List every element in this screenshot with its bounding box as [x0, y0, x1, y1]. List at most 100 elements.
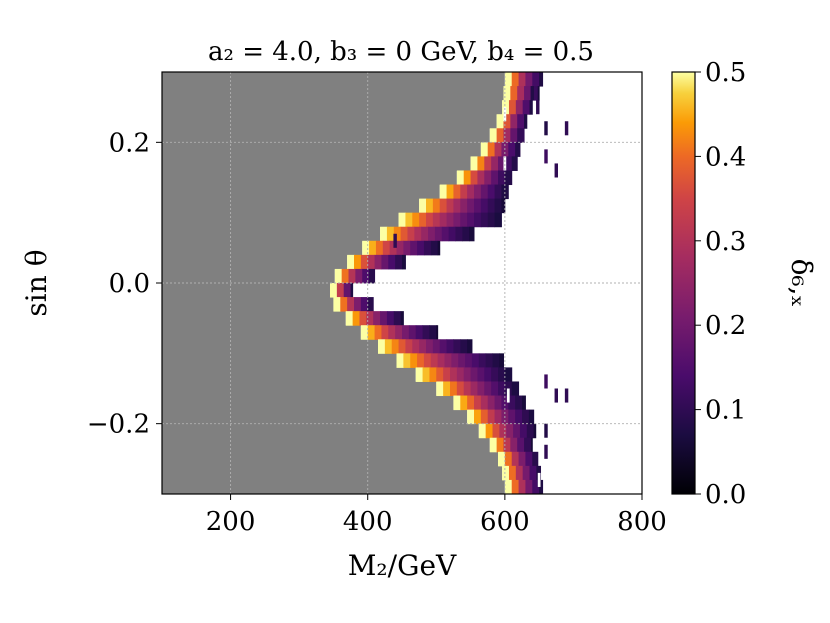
- heatmap-cell: [508, 409, 516, 425]
- heatmap-cell: [474, 395, 482, 411]
- heatmap-cell: [451, 353, 459, 368]
- heatmap-cell: [367, 325, 376, 340]
- heatmap-cell: [511, 72, 520, 87]
- heatmap-cell: [485, 353, 494, 368]
- heatmap-cell: [494, 142, 502, 157]
- heatmap-cell: [354, 254, 362, 270]
- heatmap-cell: [432, 198, 441, 214]
- heatmap-cell: [354, 297, 362, 312]
- heatmap-cell: [498, 381, 506, 397]
- heatmap-cell: [470, 156, 478, 171]
- heatmap-cell: [496, 437, 504, 453]
- heatmap-cell: [517, 437, 525, 453]
- heatmap-cell: [508, 142, 516, 157]
- heatmap-cell: [492, 423, 500, 439]
- excluded-row: [162, 184, 440, 200]
- excluded-row: [162, 86, 504, 101]
- x-tick-label: 200: [206, 507, 256, 537]
- heatmap-cell: [508, 100, 517, 115]
- heatmap-cell: [477, 381, 485, 397]
- heatmap-cell: [347, 297, 355, 312]
- heatmap-cell: [469, 226, 475, 242]
- heatmap-cell: [419, 198, 427, 214]
- heatmap-cell: [396, 353, 404, 368]
- heatmap-cell: [443, 381, 451, 397]
- excluded-row: [162, 437, 490, 453]
- heatmap-cell: [532, 451, 539, 467]
- heatmap-cell: [504, 451, 513, 467]
- heatmap-cell: [518, 451, 526, 467]
- excluded-row: [162, 128, 490, 143]
- heatmap-cell: [446, 184, 454, 200]
- heatmap-cell: [467, 212, 475, 228]
- heatmap-cell: [436, 325, 439, 340]
- excluded-row: [162, 423, 479, 439]
- heatmap-cell: [403, 240, 411, 256]
- heatmap-cell: [528, 409, 535, 425]
- heatmap-cell: [487, 409, 496, 425]
- heatmap-cell: [496, 128, 504, 143]
- colorbar-label: δ₆,ₓ: [785, 259, 818, 308]
- heatmap-cell: [436, 367, 444, 382]
- heatmap-cell: [502, 465, 510, 481]
- heatmap-cell: [341, 268, 350, 284]
- heatmap-cell: [467, 184, 475, 200]
- heatmap-cell: [484, 170, 492, 186]
- heatmap-cell-isolated: [544, 121, 548, 136]
- heatmap-cell: [419, 339, 427, 354]
- heatmap-cell: [453, 198, 461, 214]
- heatmap-cell: [508, 465, 517, 481]
- heatmap-cell: [439, 339, 448, 354]
- heatmap-cell-isolated: [544, 374, 548, 389]
- heatmap-cell: [517, 86, 525, 101]
- heatmap-cell: [450, 367, 458, 382]
- heatmap-cell: [386, 311, 395, 326]
- heatmap-cell: [496, 114, 504, 129]
- heatmap-cell: [367, 254, 376, 270]
- heatmap-cell: [478, 353, 487, 368]
- heatmap-cell: [506, 423, 514, 439]
- heatmap-cell: [501, 198, 506, 214]
- heatmap-cell: [477, 170, 485, 186]
- heatmap-cell: [378, 339, 386, 354]
- heatmap-cell: [439, 212, 448, 228]
- excluded-row: [162, 142, 481, 157]
- heatmap-cell: [489, 128, 498, 143]
- heatmap-cell: [456, 381, 465, 397]
- heatmap-cell: [524, 437, 532, 453]
- heatmap-cell: [384, 339, 393, 354]
- y-tick-label: 0.0: [109, 269, 150, 299]
- colorbar-tick-label: 0.1: [705, 396, 746, 426]
- x-tick-label: 400: [343, 507, 393, 537]
- heatmap-cell: [480, 184, 489, 200]
- colorbar-ticks: 0.0 0.1 0.2 0.3 0.4 0.5: [695, 58, 746, 510]
- heatmap-cell: [480, 395, 489, 411]
- heatmap-cell: [503, 114, 511, 129]
- heatmap-cell: [491, 170, 499, 186]
- heatmap-gap: [506, 388, 510, 403]
- y-axis: −0.2 0.0 0.2: [87, 128, 162, 440]
- heatmap-cell: [487, 142, 496, 157]
- heatmap-cell: [471, 353, 480, 368]
- heatmap-cell: [408, 325, 417, 340]
- heatmap-cell: [400, 226, 408, 242]
- heatmap-cell: [429, 367, 437, 382]
- heatmap-cell: [463, 367, 472, 382]
- heatmap-cell: [396, 240, 404, 256]
- heatmap-cell: [423, 353, 432, 368]
- heatmap-cell: [522, 100, 531, 115]
- excluded-row: [162, 353, 397, 368]
- heatmap-cell: [519, 423, 528, 439]
- heatmap-cell: [518, 72, 526, 87]
- heatmap-cell: [480, 142, 489, 157]
- heatmap-cell: [366, 311, 374, 326]
- heatmap-cell: [446, 339, 454, 354]
- excluded-row: [162, 170, 457, 186]
- heatmap-cell: [352, 311, 360, 326]
- heatmap-cell: [373, 311, 381, 326]
- heatmap-cell: [492, 353, 500, 368]
- heatmap-cell: [503, 437, 511, 453]
- heatmap-cell: [517, 128, 525, 143]
- excluded-row: [162, 451, 498, 467]
- heatmap-cell-isolated: [544, 149, 548, 164]
